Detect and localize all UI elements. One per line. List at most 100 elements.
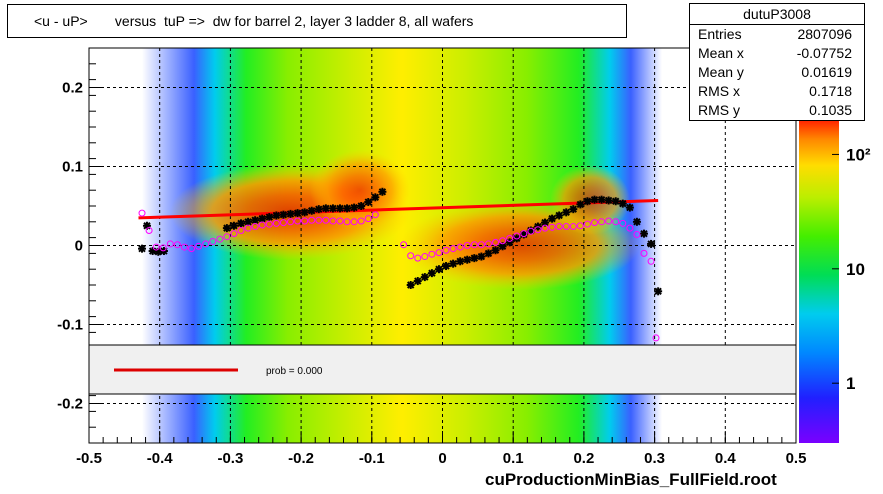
x-tick-label: -0.2 [288,450,314,467]
profile-point-star [583,197,592,206]
stats-key: RMS y [698,102,740,118]
color-scale-labels: 10² 10 1 [832,145,871,393]
profile-point-circle [414,254,422,262]
profile-point-star [420,273,429,282]
profile-point-star [413,277,422,286]
profile-point-star [484,249,493,258]
profile-point-circle [322,216,330,224]
profile-point-star [357,202,366,210]
star-stroke [148,247,157,255]
profile-point-circle [301,217,309,225]
profile-point-star [470,254,479,263]
profile-point-star [300,208,309,217]
star-stroke [315,205,323,213]
profile-point-star [272,211,281,220]
profile-point-star [328,204,337,213]
profile-point-star [371,193,380,202]
star-stroke [456,257,464,266]
profile-point-star [618,199,627,208]
profile-point-circle [591,219,599,227]
profile-point-star [456,257,465,266]
profile-point-circle [541,224,549,232]
profile-point-circle [534,226,542,234]
profile-point-circle [477,241,485,249]
stats-row-rms-x: RMS x 0.1718 [690,82,864,101]
profile-point-star [625,203,634,212]
star-stroke [640,229,648,238]
color-scale-label: 1 [846,374,855,393]
star-stroke [548,214,556,223]
x-tick-label: -0.5 [76,450,102,467]
profile-point-circle [152,243,160,251]
profile-point-star [406,281,415,289]
star-stroke [428,269,436,277]
profile-point-circle [513,232,521,240]
profile-point-circle [145,226,153,234]
profile-point-star [293,209,302,218]
star-stroke [138,244,146,253]
footer-filename: cuProductionMinBias_FullField.root [485,470,777,489]
x-tick-label: 0.5 [786,450,807,467]
profile-point-star [477,252,486,261]
star-stroke [293,209,302,217]
profile-point-circle [371,211,379,219]
legend-label: prob = 0.000 [266,366,323,377]
profile-point-star [632,217,641,226]
stats-value: -0.07752 [796,45,852,61]
profile-point-circle [195,242,203,250]
star-stroke [251,216,259,224]
stats-value: 0.1035 [809,102,852,118]
y-tick-label: -0.2 [57,396,83,413]
profile-point-circle [294,217,302,225]
star-stroke [237,219,245,228]
x-tick-label: -0.4 [147,450,174,467]
star-stroke [307,207,316,215]
profile-point-circle [223,233,231,241]
star-stroke [343,204,351,213]
stats-value: 2807096 [797,26,852,42]
star-stroke [442,262,450,270]
profile-point-circle [202,240,210,248]
star-stroke [378,188,387,196]
profile-point-circle [652,334,660,342]
star-stroke [421,273,429,281]
profile-point-circle [265,220,273,228]
profile-point-star [597,195,606,204]
star-stroke [364,198,372,206]
star-stroke [414,277,422,285]
profile-point-circle [640,249,648,257]
star-stroke [470,254,479,262]
profile-point-star [350,203,359,212]
color-scale-bar [799,120,839,443]
stats-key: Mean y [698,64,744,80]
profile-point-circle [619,219,627,227]
profile-point-circle [400,241,408,249]
x-tick-label: 0.3 [644,450,665,467]
stats-row-rms-y: RMS y 0.1035 [690,101,864,120]
profile-point-circle [159,244,167,252]
profile-point-star [138,244,147,253]
stats-value: 0.01619 [801,64,852,80]
profile-point-star [237,219,246,228]
profile-point-star [229,221,238,230]
star-stroke [513,234,521,243]
profile-point-circle [244,224,252,232]
chart-title-box: <u - uP> versus tuP => dw for barrel 2, … [7,4,627,38]
profile-point-star [576,200,585,209]
profile-point-star [491,246,500,255]
profile-point-star [335,204,344,213]
profile-point-circle [442,246,450,254]
star-stroke [406,281,415,289]
profile-point-star [604,196,613,205]
star-stroke [371,193,380,202]
axes: -0.5 -0.4 -0.3 -0.2 -0.1 0 0.1 0.2 0.3 0.4 0.5 -0.2… [57,47,807,467]
star-stroke [626,203,634,212]
profile-point-circle [308,216,316,224]
profile-point-star [639,229,648,238]
star-stroke [449,259,457,268]
profile-point-circle [612,218,620,226]
star-stroke [590,195,599,204]
profile-point-star [562,208,571,217]
profile-point-star [314,205,323,214]
